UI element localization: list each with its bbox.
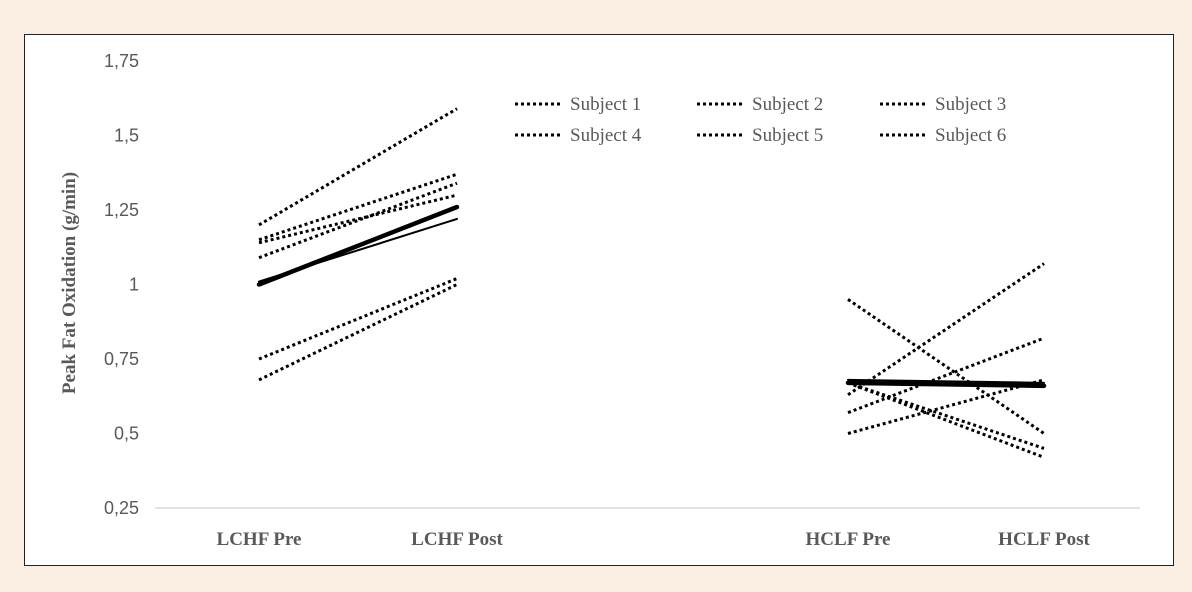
series-4-segment-1 <box>847 298 1045 435</box>
series-1 <box>258 172 1045 435</box>
legend-label-3: Subject 4 <box>570 125 642 146</box>
x-category-label-1: LCHF Post <box>411 529 503 550</box>
legend-item-0: Subject 1 <box>515 94 641 115</box>
series-0-segment-1 <box>847 381 1045 459</box>
x-category-label-2: HCLF Pre <box>806 529 891 550</box>
series-3-segment-0 <box>258 181 458 260</box>
series-6 <box>258 217 1045 384</box>
series-1-segment-1 <box>847 378 1045 435</box>
series-0-segment-0 <box>258 107 458 227</box>
series-6-segment-1 <box>847 378 1045 384</box>
legend-item-5: Subject 6 <box>880 125 1006 146</box>
legend-item-4: Subject 5 <box>697 125 823 146</box>
series-5-segment-1 <box>847 381 1045 450</box>
series-2 <box>258 193 1045 397</box>
series-2-segment-0 <box>258 193 458 245</box>
series-7 <box>256 204 1047 389</box>
series-3 <box>258 181 1045 415</box>
series-0 <box>258 107 1045 459</box>
x-category-label-0: LCHF Pre <box>217 529 302 550</box>
legend: Subject 1 Subject 2 Subject 3 Subject 4 Subj… <box>515 94 1006 146</box>
series-4 <box>258 277 1045 435</box>
series-5 <box>258 283 1045 450</box>
x-category-label-3: HCLF Post <box>998 529 1090 550</box>
series-4-segment-0 <box>258 277 458 361</box>
legend-label-2: Subject 3 <box>935 94 1006 115</box>
legend-label-5: Subject 6 <box>935 125 1006 146</box>
y-tick-label-2: 0,75 <box>104 349 139 369</box>
series-7-segment-1 <box>845 380 1047 389</box>
chart-svg: Peak Fat Oxidation (g/min) 0,25 0,5 0,75 1 1… <box>59 51 1140 550</box>
series-1-segment-0 <box>258 172 458 242</box>
series-7-segment-0 <box>256 204 460 287</box>
legend-label-1: Subject 2 <box>752 94 823 115</box>
legend-item-3: Subject 4 <box>515 125 642 146</box>
y-tick-label-4: 1,25 <box>104 200 139 220</box>
series-5-segment-0 <box>258 283 458 382</box>
y-tick-label-0: 0,25 <box>104 498 139 518</box>
legend-item-2: Subject 3 <box>880 94 1006 115</box>
y-tick-label-1: 0,5 <box>114 424 139 444</box>
chart-frame: Peak Fat Oxidation (g/min) 0,25 0,5 0,75 1 1… <box>24 34 1174 566</box>
legend-label-0: Subject 1 <box>570 94 641 115</box>
legend-item-1: Subject 2 <box>697 94 823 115</box>
series-3-segment-1 <box>847 336 1045 415</box>
y-tick-label-3: 1 <box>129 275 139 295</box>
y-tick-label-6: 1,75 <box>104 51 139 71</box>
y-axis-title: Peak Fat Oxidation (g/min) <box>59 172 80 394</box>
plot-area: 0,25 0,5 0,75 1 1,25 1,5 1,75 LCHF Pre LCHF Post… <box>104 51 1140 550</box>
legend-label-4: Subject 5 <box>752 125 823 146</box>
y-tick-label-5: 1,5 <box>114 126 139 146</box>
